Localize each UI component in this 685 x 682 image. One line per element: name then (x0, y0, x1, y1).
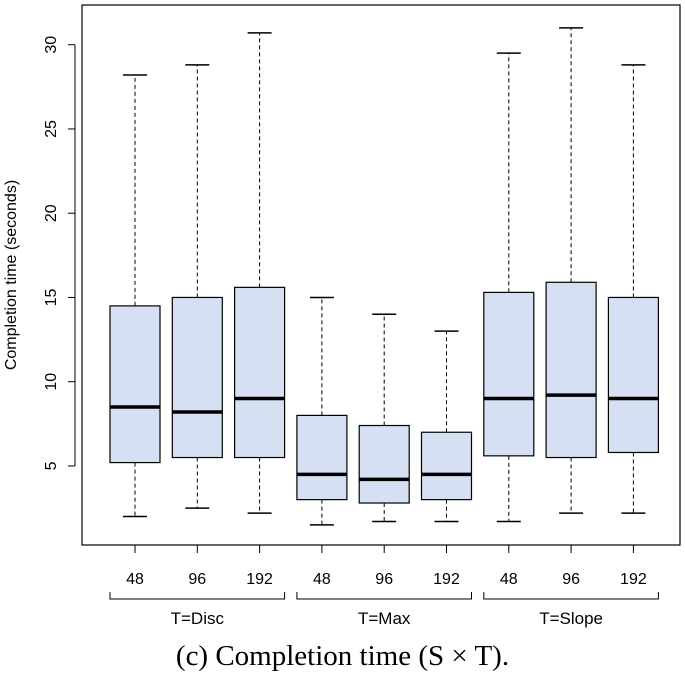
iqr-box (545, 281, 597, 459)
iqr-box (420, 431, 473, 501)
boxes (109, 27, 660, 526)
box-max-48 (296, 296, 348, 526)
figure-caption: (c) Completion time (S × T). (175, 640, 510, 672)
y-tick-label: 20 (43, 204, 60, 222)
iqr-box (234, 286, 286, 459)
group-bracket (483, 592, 659, 600)
x-tick-label: 48 (126, 571, 144, 588)
y-tick-label: 15 (43, 288, 60, 306)
iqr-box (109, 305, 161, 464)
group-label: T=Slope (539, 609, 603, 628)
y-tick-label: 10 (43, 373, 60, 391)
x-axis: 48 96 192 48 96 192 48 96 192 (126, 544, 647, 588)
x-tick-label: 96 (188, 571, 206, 588)
iqr-box (358, 424, 410, 504)
box-max-192 (420, 330, 473, 523)
x-tick-label: 192 (620, 571, 647, 588)
iqr-box (171, 296, 223, 459)
box-disc-96 (171, 64, 223, 509)
iqr-box (296, 414, 348, 501)
y-axis-title: Completion time (seconds) (3, 180, 20, 370)
box-disc-192 (234, 32, 286, 514)
x-tick-label: 48 (500, 571, 518, 588)
y-tick-label: 30 (43, 36, 60, 54)
iqr-box (607, 296, 660, 454)
box-disc-48 (109, 74, 161, 518)
group-bracket (296, 592, 472, 600)
x-tick-label: 192 (246, 571, 273, 588)
group-label: T=Disc (171, 609, 225, 628)
group-bracket (109, 592, 286, 600)
x-tick-label: 96 (562, 571, 580, 588)
box-slope-48 (483, 52, 535, 523)
box-max-96 (358, 313, 410, 523)
box-slope-192 (607, 64, 660, 514)
y-axis: 5 10 15 20 25 30 (43, 36, 76, 470)
x-tick-label: 192 (433, 571, 460, 588)
boxplot-chart: 5 10 15 20 25 30 Completion time (seconds) 48… (3, 4, 681, 628)
y-tick-label: 25 (43, 120, 60, 138)
x-tick-label: 48 (313, 571, 331, 588)
group-brackets: T=Disc T=Max T=Slope (109, 592, 659, 628)
iqr-box (483, 291, 535, 457)
box-slope-96 (545, 27, 597, 514)
y-tick-label: 5 (43, 461, 60, 470)
group-label: T=Max (358, 609, 411, 628)
x-tick-label: 96 (375, 571, 393, 588)
